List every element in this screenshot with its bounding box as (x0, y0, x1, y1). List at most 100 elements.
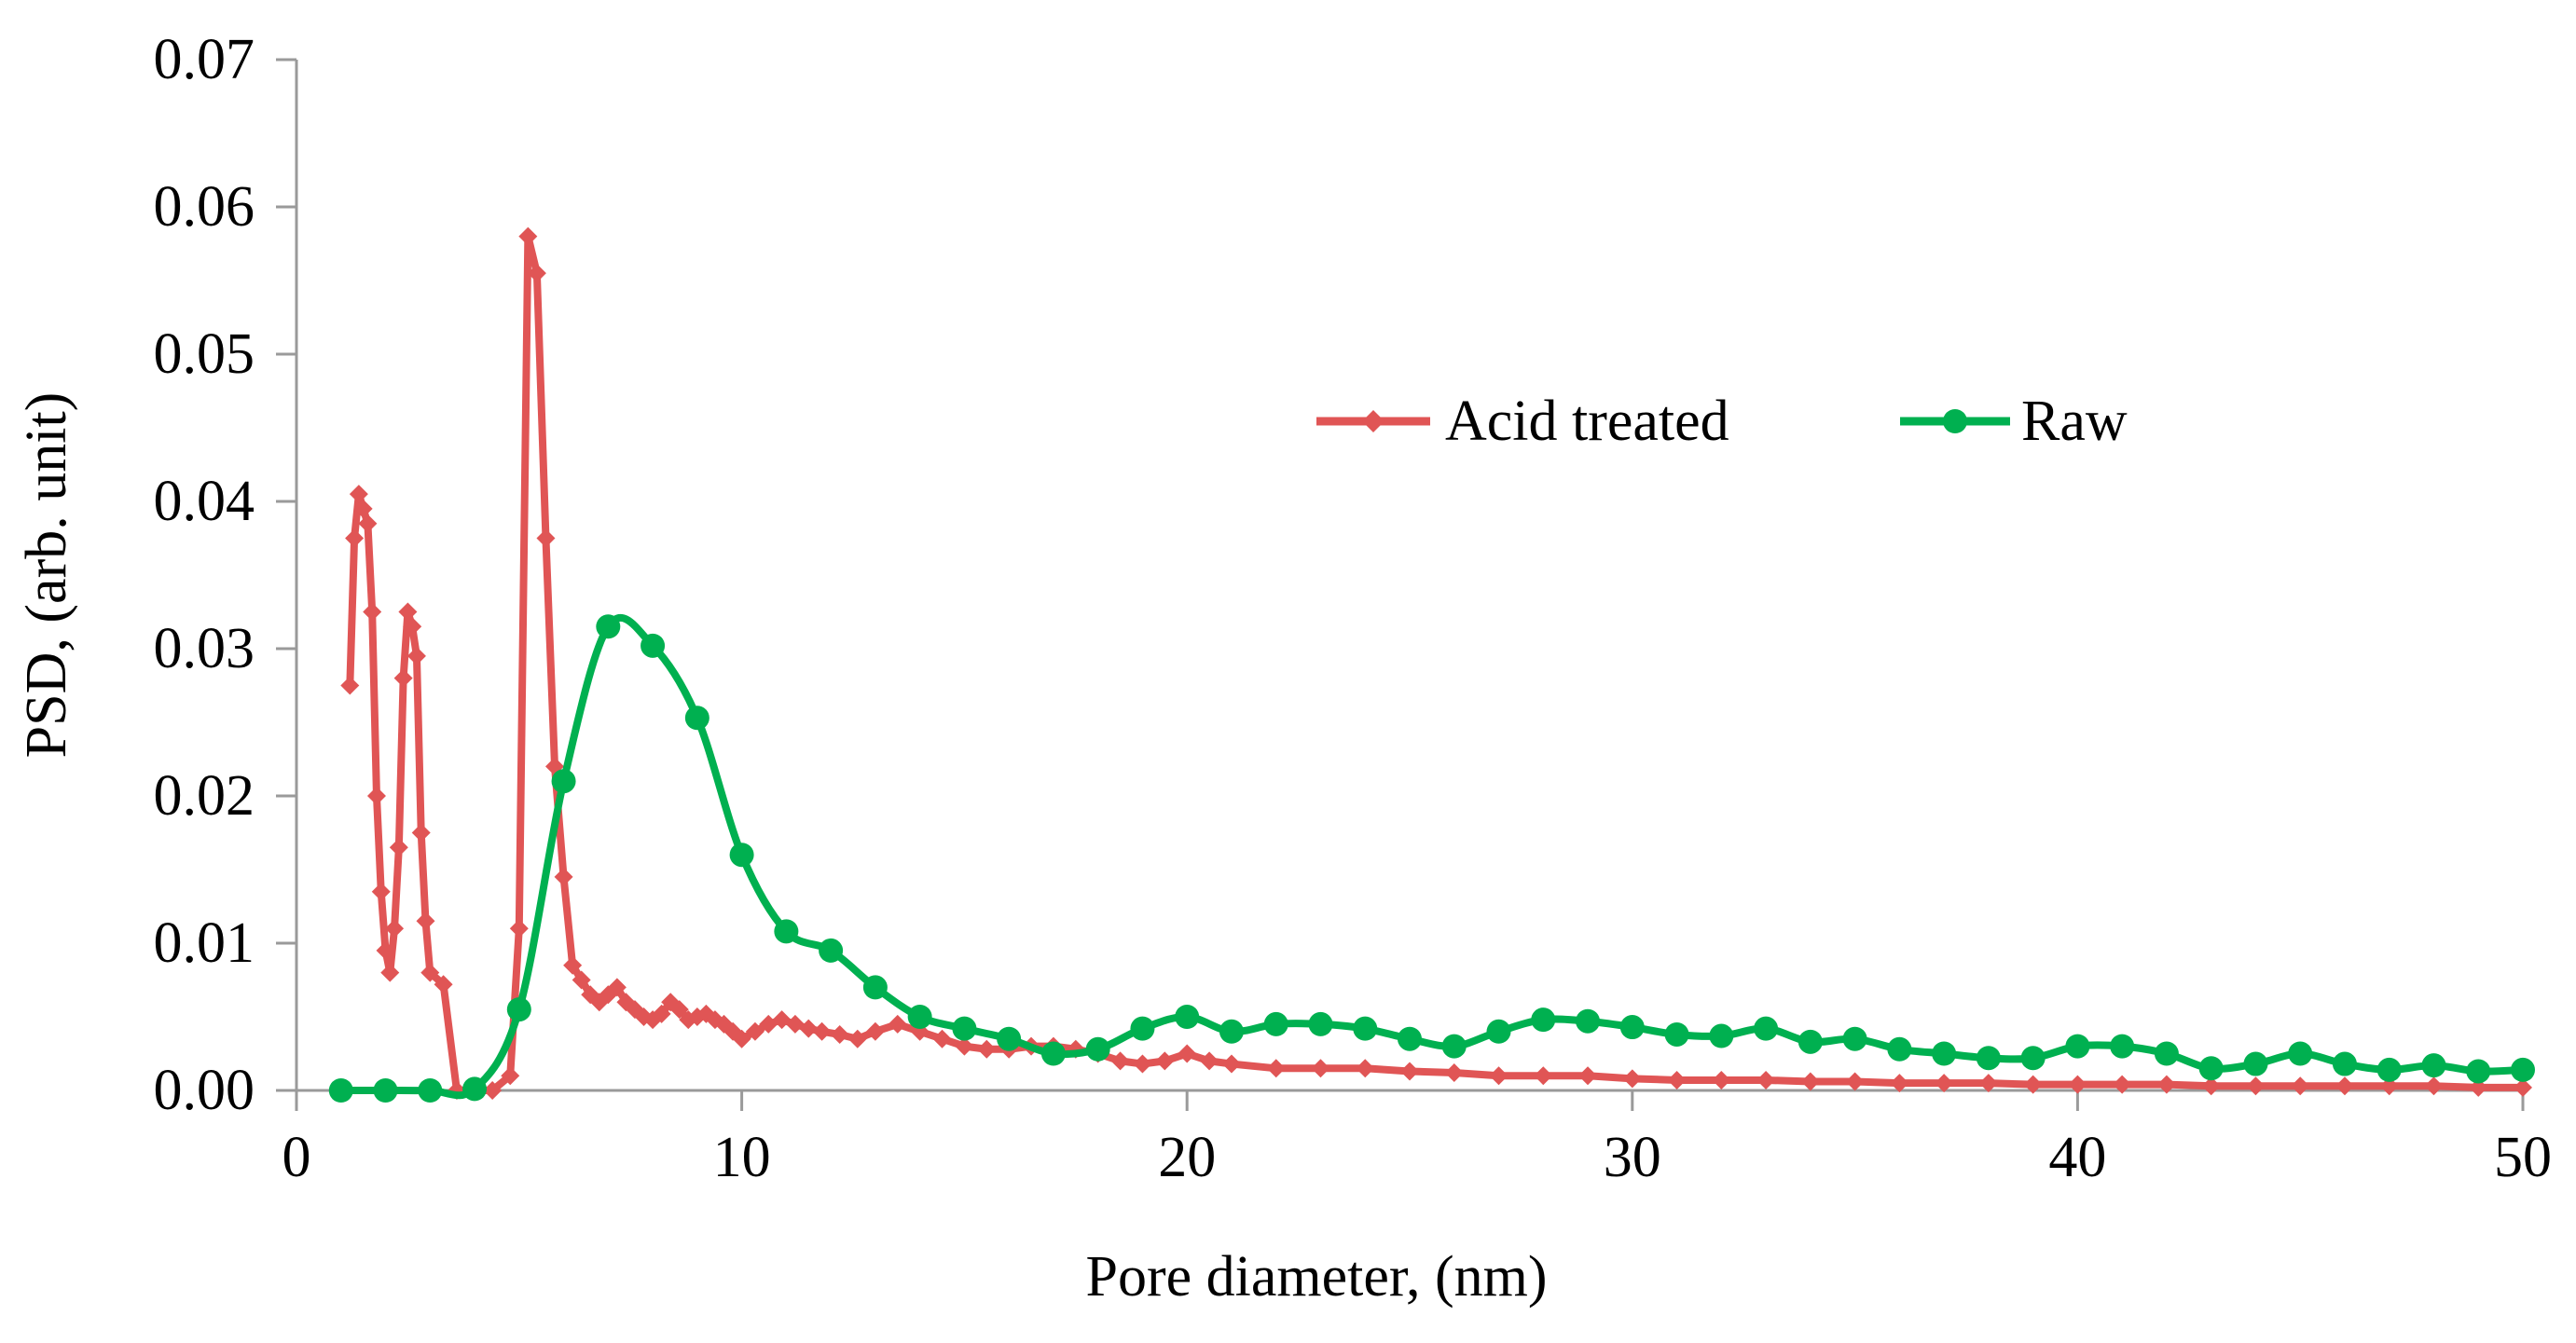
data-point-acid-treated (349, 485, 368, 504)
data-point-acid-treated (1800, 1072, 1820, 1091)
data-point-raw (1398, 1026, 1422, 1051)
data-point-acid-treated (483, 1081, 503, 1100)
data-point-acid-treated (380, 963, 400, 982)
data-point-acid-treated (1489, 1066, 1508, 1086)
legend-marker-acid-treated (1362, 410, 1384, 432)
data-point-raw (2065, 1034, 2090, 1059)
data-point-acid-treated (2379, 1076, 2399, 1096)
data-point-acid-treated (732, 1029, 751, 1048)
data-point-raw (1308, 1011, 1333, 1036)
data-point-raw (2376, 1057, 2402, 1082)
data-point-raw (462, 1076, 488, 1102)
data-point-raw (1353, 1016, 1378, 1041)
data-point-raw (1175, 1005, 1200, 1029)
data-point-acid-treated (416, 911, 435, 931)
data-point-acid-treated (376, 940, 395, 960)
data-point-acid-treated (420, 963, 440, 982)
x-axis-ticks: 0 10 20 30 40 50 (282, 1090, 2552, 1189)
data-point-raw (1130, 1016, 1155, 1041)
data-point-raw (2466, 1059, 2491, 1084)
data-point-acid-treated (518, 226, 538, 246)
data-point-raw (2243, 1051, 2268, 1076)
data-point-raw (1040, 1041, 1066, 1066)
data-point-raw (1085, 1036, 1110, 1062)
data-point-raw (1932, 1041, 1957, 1066)
data-point-acid-treated (1133, 1054, 1152, 1074)
data-point-raw (862, 975, 888, 1000)
data-point-acid-treated (1444, 1063, 1464, 1083)
y-tick-label: 0.06 (154, 175, 255, 239)
legend-label-acid-treated: Acid treated (1445, 390, 1729, 453)
data-point-raw (1754, 1016, 1779, 1041)
series-line-raw (337, 613, 2527, 1100)
axes: 0.00 0.01 0.02 0.03 0.04 0.05 0.06 0.07 0 10 20 30… (154, 28, 2553, 1189)
series-layer (328, 226, 2535, 1103)
data-point-acid-treated (1622, 1069, 1642, 1089)
legend-item-acid-treated: Acid treated (1316, 390, 1729, 453)
y-tick-label: 0.02 (154, 764, 255, 828)
x-axis-title: Pore diameter, (nm) (1085, 1245, 1547, 1309)
data-point-acid-treated (652, 1004, 671, 1023)
data-point-acid-treated (1356, 1059, 1375, 1078)
data-point-raw (774, 919, 799, 944)
data-point-acid-treated (385, 919, 405, 939)
y-tick-label: 0.01 (154, 911, 255, 975)
y-tick-label: 0.05 (154, 322, 255, 386)
data-point-acid-treated (563, 955, 583, 975)
data-point-raw (729, 843, 754, 868)
data-point-acid-treated (1890, 1074, 1909, 1093)
data-point-acid-treated (2424, 1076, 2444, 1096)
data-point-acid-treated (345, 528, 365, 548)
data-point-acid-treated (955, 1036, 974, 1056)
x-tick-label: 40 (2048, 1126, 2106, 1189)
x-tick-label: 50 (2494, 1126, 2552, 1189)
data-point-acid-treated (799, 1019, 819, 1038)
data-point-acid-treated (2335, 1076, 2354, 1096)
data-point-acid-treated (389, 838, 408, 857)
data-point-acid-treated (406, 646, 426, 665)
data-point-raw (373, 1078, 398, 1103)
data-point-raw (1842, 1026, 1867, 1051)
data-point-acid-treated (830, 1024, 849, 1044)
data-point-raw (1619, 1015, 1645, 1040)
data-point-acid-treated (1221, 1054, 1241, 1074)
data-point-acid-treated (2291, 1076, 2310, 1096)
data-point-raw (2332, 1051, 2357, 1076)
data-point-acid-treated (353, 499, 373, 518)
x-tick-label: 10 (713, 1126, 771, 1189)
data-point-acid-treated (888, 1014, 907, 1034)
data-point-raw (2198, 1056, 2224, 1081)
y-tick-label: 0.00 (154, 1059, 255, 1122)
data-point-acid-treated (554, 867, 573, 886)
data-point-raw (551, 769, 576, 794)
data-point-acid-treated (501, 1066, 520, 1086)
data-point-acid-treated (572, 970, 591, 990)
data-point-raw (1664, 1021, 1689, 1047)
data-point-acid-treated (366, 787, 386, 805)
data-point-acid-treated (411, 823, 431, 843)
data-point-acid-treated (434, 975, 453, 994)
data-point-acid-treated (1311, 1059, 1330, 1078)
series-acid-treated (340, 226, 2532, 1100)
data-point-raw (907, 1005, 932, 1029)
data-point-acid-treated (1534, 1066, 1553, 1086)
data-point-acid-treated (1155, 1051, 1175, 1071)
data-point-acid-treated (1400, 1062, 1419, 1081)
data-point-acid-treated (371, 882, 391, 901)
data-point-raw (2288, 1041, 2313, 1066)
data-point-raw (1798, 1029, 1823, 1054)
data-point-acid-treated (509, 919, 529, 939)
data-point-acid-treated (1110, 1051, 1130, 1071)
data-point-raw (1531, 1007, 1556, 1033)
data-point-acid-treated (932, 1029, 952, 1048)
data-point-acid-treated (1200, 1051, 1219, 1071)
y-axis-title: PSD, (arb. unit) (15, 392, 78, 759)
data-point-acid-treated (977, 1039, 997, 1059)
legend: Acid treated Raw (1316, 390, 2128, 453)
data-point-acid-treated (2201, 1076, 2221, 1096)
data-point-raw (1709, 1023, 1734, 1048)
data-point-acid-treated (669, 1000, 689, 1020)
data-point-raw (1219, 1019, 1244, 1044)
